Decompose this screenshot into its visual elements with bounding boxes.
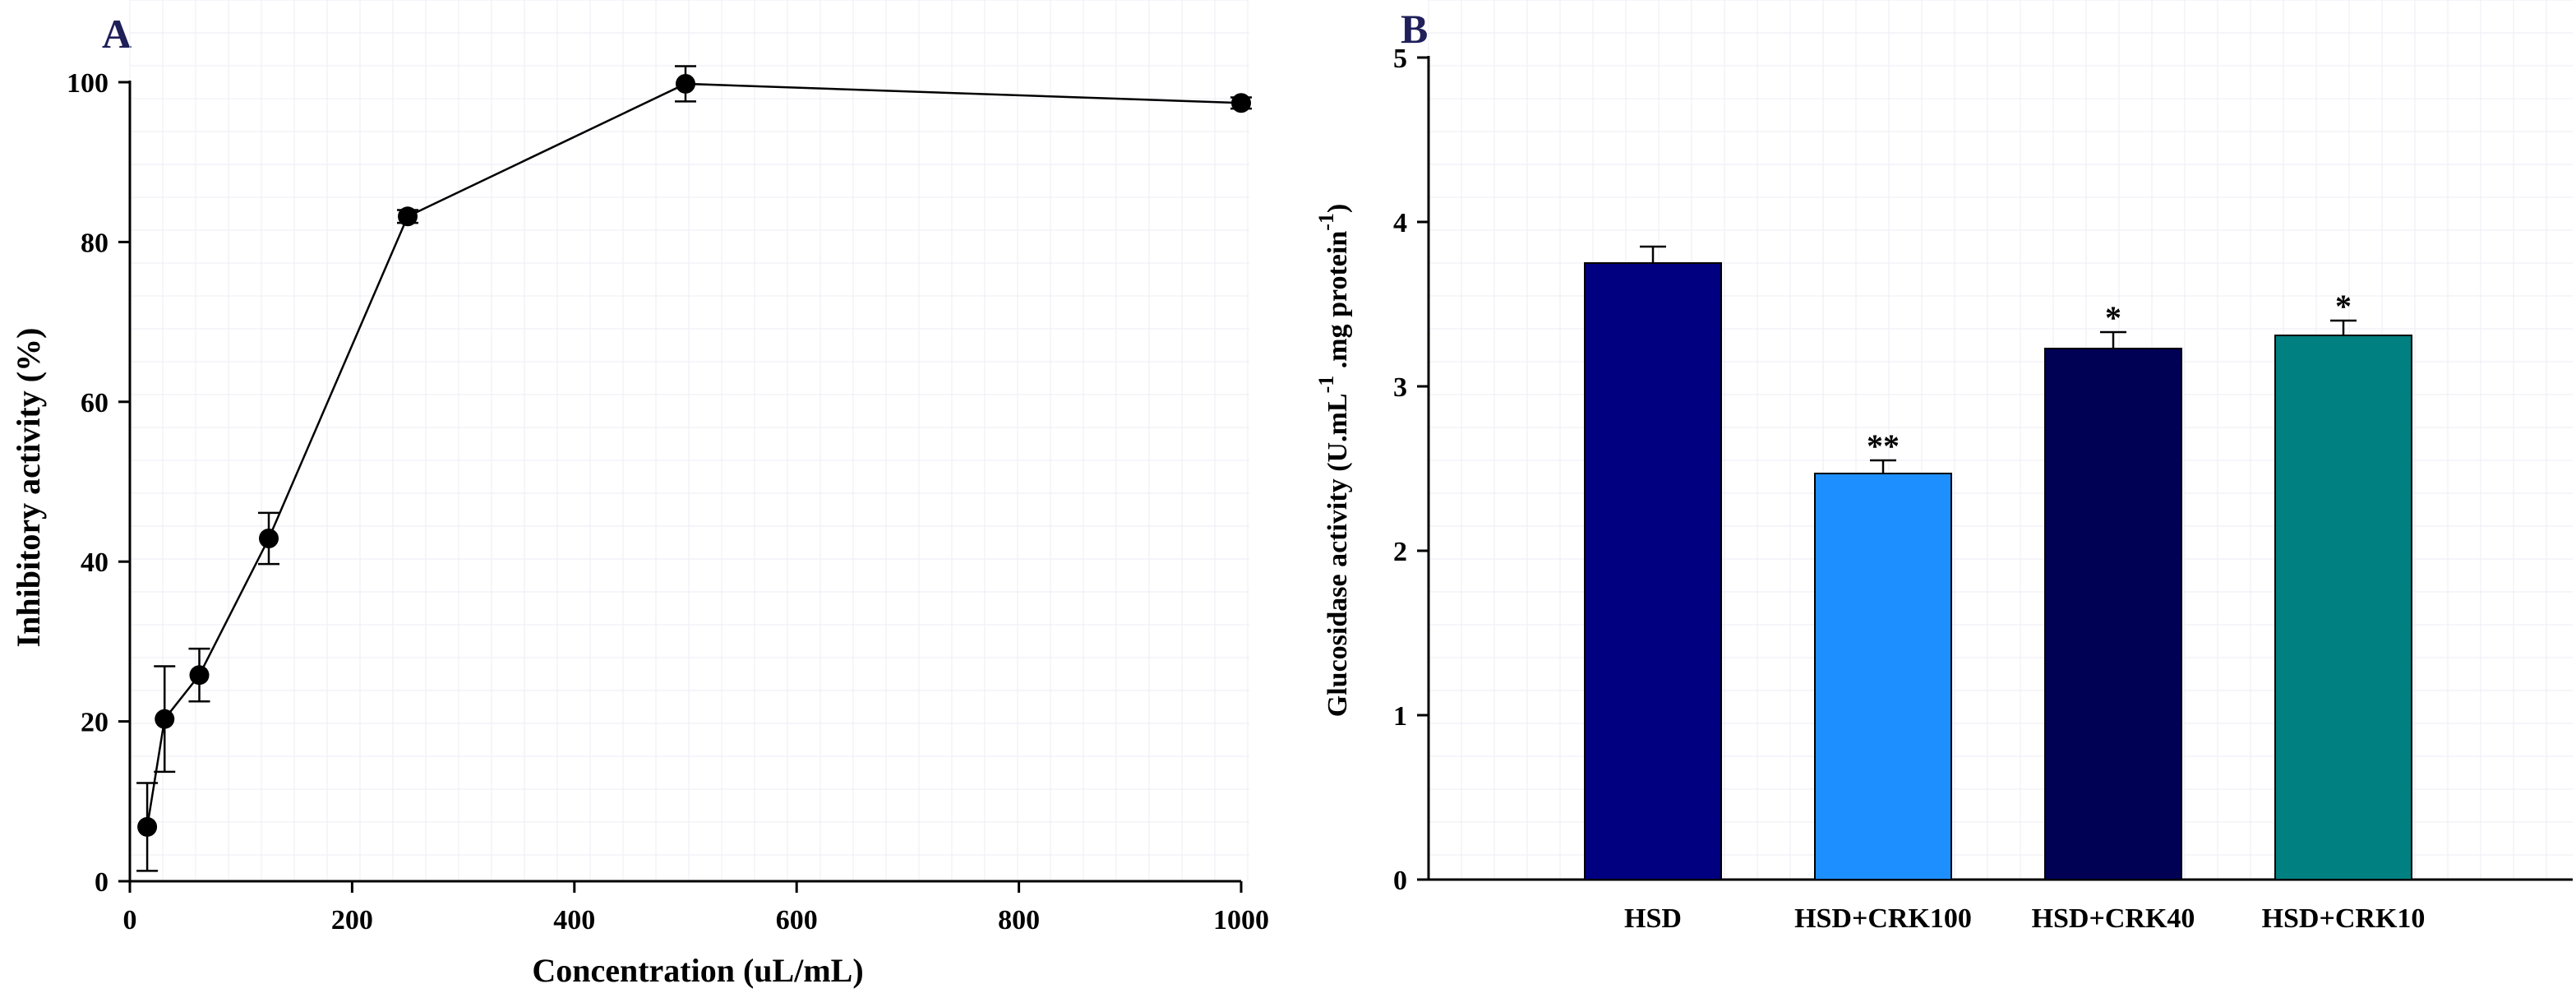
category-label: HSD+CRK100 <box>1794 903 1972 934</box>
y-tick-label: 0 <box>95 867 108 898</box>
panel-b-significance-marks: *** * <box>1867 288 2352 464</box>
panel-b-y-ticks: 0 1 2 3 4 5 <box>1393 44 1429 896</box>
panel-a: A 0 200 400 600 800 1000 0 20 40 60 80 100 Concent… <box>10 0 1269 989</box>
y-tick-label: 0 <box>1393 866 1407 896</box>
panel-a-axes <box>128 81 1241 883</box>
y-tick-label: 1 <box>1393 701 1407 732</box>
panel-a-y-axis-title: Inhibitory activity (%) <box>10 328 47 648</box>
panel-a-error-bars <box>136 65 1252 872</box>
data-point <box>137 816 158 837</box>
x-tick-label: 800 <box>998 905 1040 935</box>
panel-b-y-axis-title-part1: Glucosidase activity (U.mL <box>1323 393 1353 717</box>
data-point <box>398 206 418 227</box>
panel-a-x-ticks: 0 200 400 600 800 1000 <box>123 881 1269 935</box>
data-point <box>155 709 175 729</box>
panel-b-y-axis-title-sup2: -1 <box>1314 213 1338 231</box>
y-tick-label: 100 <box>67 68 108 99</box>
significance-mark: ** <box>1867 427 1900 464</box>
significance-mark: * <box>2105 299 2121 336</box>
data-point <box>1231 93 1251 113</box>
panel-b-y-axis-title-part2: .mg protein <box>1323 231 1353 376</box>
significance-mark: * <box>2335 288 2352 325</box>
panel-b-bars <box>1584 262 2412 880</box>
x-tick-label: 0 <box>123 905 137 935</box>
bar <box>2274 335 2412 880</box>
panel-b-y-axis-title-sup1: -1 <box>1314 376 1338 394</box>
y-tick-label: 5 <box>1393 44 1407 74</box>
data-point <box>189 665 210 686</box>
x-tick-label: 200 <box>331 905 373 935</box>
y-tick-label: 4 <box>1393 208 1407 238</box>
bar <box>1584 262 1722 880</box>
data-point <box>259 529 279 549</box>
category-label: HSD+CRK10 <box>2262 903 2426 934</box>
x-tick-label: 600 <box>776 905 818 935</box>
panel-b-letter: B <box>1401 6 1428 52</box>
y-tick-label: 60 <box>81 388 108 418</box>
bar <box>2044 348 2182 880</box>
panel-b-y-axis-title-part3: ) <box>1323 204 1353 213</box>
panel-a-letter: A <box>102 11 132 57</box>
category-label: HSD+CRK40 <box>2032 903 2195 934</box>
panel-b-y-axis-title: Glucosidase activity (U.mL-1 .mg protein… <box>1314 204 1353 717</box>
panel-a-y-ticks: 0 20 40 60 80 100 <box>67 68 130 898</box>
y-tick-label: 20 <box>81 708 108 738</box>
x-tick-label: 400 <box>553 905 595 935</box>
panel-b-error-bars <box>1640 245 2357 473</box>
panel-b-category-labels: HSD HSD+CRK100 HSD+CRK40 HSD+CRK10 <box>1624 903 2425 934</box>
data-point <box>676 73 695 94</box>
panel-a-points <box>137 73 1251 837</box>
y-tick-label: 40 <box>81 547 108 578</box>
y-tick-label: 2 <box>1393 537 1407 567</box>
y-tick-label: 80 <box>81 228 108 258</box>
panel-a-x-axis-title: Concentration (uL/mL) <box>532 952 863 989</box>
y-tick-label: 3 <box>1393 372 1407 403</box>
bar <box>1814 473 1952 880</box>
x-tick-label: 1000 <box>1213 905 1269 935</box>
panel-a-series-line <box>145 82 1242 828</box>
panel-a-gridlines <box>129 0 1249 881</box>
category-label: HSD <box>1624 903 1682 934</box>
